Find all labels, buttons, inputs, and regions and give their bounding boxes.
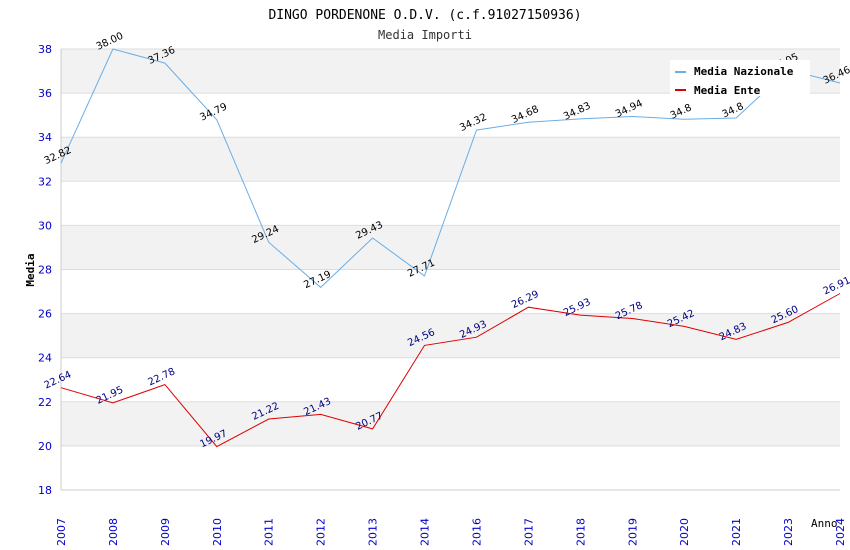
y-axis-ticks: 18 20 22 24 26 28 30 32 34 36 38: [38, 43, 52, 497]
grid-band: [61, 93, 840, 138]
x-tick-label: 2023: [782, 518, 795, 546]
x-tick-label: 2018: [574, 518, 587, 546]
x-tick-label: 2019: [626, 518, 639, 546]
y-axis-label: Media: [24, 253, 37, 286]
x-tick-label: 2013: [367, 518, 380, 546]
grid-bands: [61, 49, 840, 490]
grid-band: [61, 445, 840, 490]
x-tick-label: 2014: [419, 518, 432, 546]
x-tick-label: 2007: [55, 518, 68, 546]
y-tick-label: 36: [38, 87, 52, 100]
grid-band: [61, 313, 840, 358]
x-tick-label: 2009: [159, 518, 172, 546]
series-line-nazionale: [60, 48, 841, 289]
y-tick-label: 24: [38, 352, 52, 365]
series-line-ente: [60, 293, 841, 448]
series-lines: [60, 48, 841, 448]
x-tick-label: 2024: [834, 518, 847, 546]
x-axis-ticks: 2007 2008 2009 2010 2011 2012 2013 2014 2016 2017…: [55, 518, 847, 546]
x-tick-label: 2011: [263, 518, 276, 546]
x-axis-label: Anno: [811, 517, 838, 530]
y-tick-label: 34: [38, 131, 52, 144]
grid-band: [61, 225, 840, 270]
y-tick-label: 22: [38, 396, 52, 409]
x-tick-label: 2021: [730, 518, 743, 546]
y-tick-label: 38: [38, 43, 52, 56]
x-tick-label: 2020: [678, 518, 691, 546]
y-tick-label: 32: [38, 175, 52, 188]
grid-band: [61, 269, 840, 314]
y-tick-label: 18: [38, 484, 52, 497]
y-tick-label: 26: [38, 308, 52, 321]
legend-box: [670, 60, 810, 96]
legend: Media Nazionale Media Ente: [670, 60, 810, 97]
x-tick-label: 2008: [107, 518, 120, 546]
grid-band: [61, 137, 840, 182]
legend-label-nazionale: Media Nazionale: [694, 65, 794, 78]
x-tick-label: 2017: [522, 518, 535, 546]
grid-band: [61, 357, 840, 402]
x-tick-label: 2016: [470, 518, 483, 546]
x-tick-label: 2010: [211, 518, 224, 546]
x-tick-label: 2012: [315, 518, 328, 546]
y-tick-label: 28: [38, 264, 52, 277]
chart-subtitle: Media Importi: [378, 28, 472, 42]
legend-label-ente: Media Ente: [694, 84, 761, 97]
chart-title: DINGO PORDENONE O.D.V. (c.f.91027150936): [268, 8, 581, 23]
grid-band: [61, 401, 840, 446]
y-tick-label: 20: [38, 440, 52, 453]
y-tick-label: 30: [38, 219, 52, 232]
axes: [60, 49, 840, 491]
